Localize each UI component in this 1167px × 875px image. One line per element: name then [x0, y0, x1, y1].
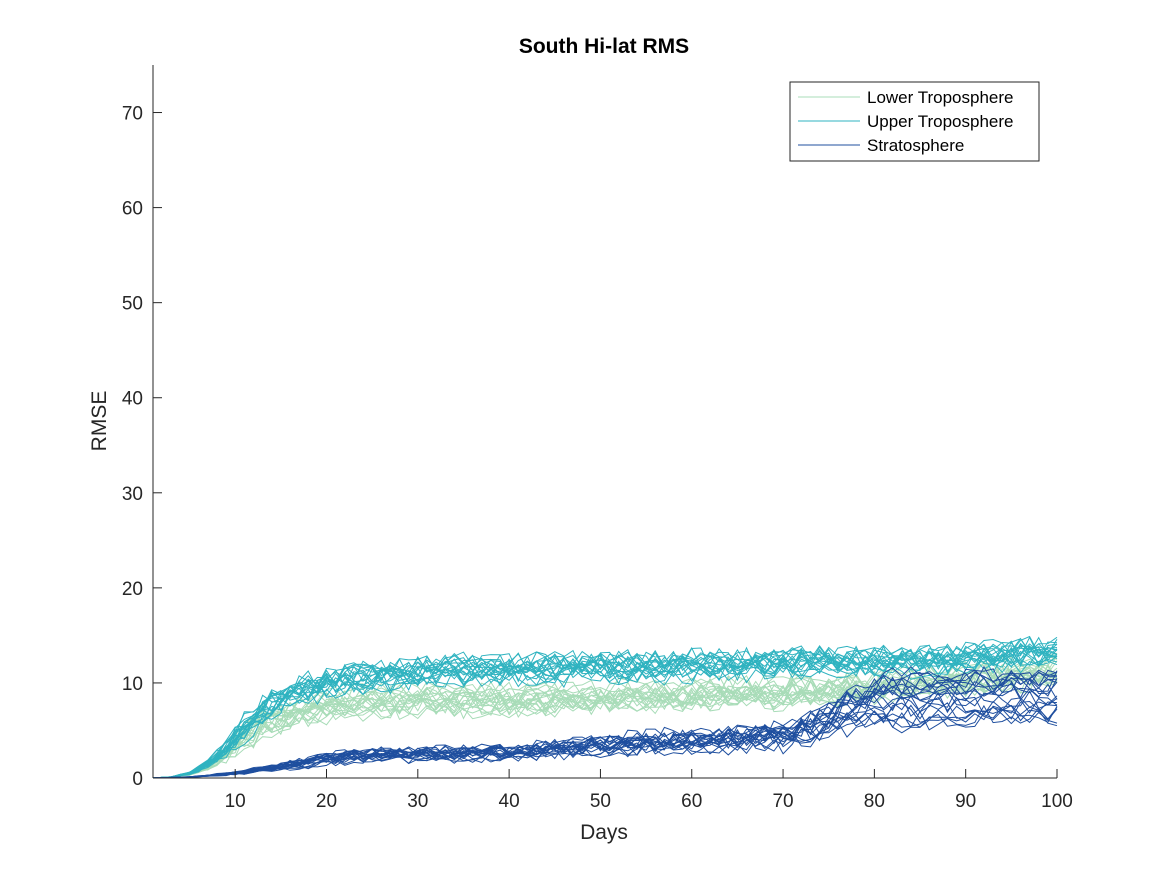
axes: 10 20 30 40 50 60 70 80 90 100 0 10 20 30 40 50 60 70 [122, 65, 1073, 812]
series-line [152, 671, 1058, 779]
chart-title: South Hi-lat RMS [519, 35, 689, 58]
series-line [152, 691, 1058, 779]
series-group-1 [152, 635, 1058, 779]
y-tick-label: 50 [122, 294, 143, 315]
series-line [152, 644, 1058, 779]
series-line [152, 668, 1058, 779]
series-line [152, 669, 1058, 779]
y-tick-label: 40 [122, 389, 143, 410]
x-axis-label: Days [580, 821, 628, 844]
x-tick-label: 90 [955, 791, 976, 812]
series-line [152, 660, 1058, 779]
y-tick-label: 60 [122, 199, 143, 220]
legend: Lower Troposphere Upper Troposphere Strato… [789, 81, 1040, 162]
x-tick-label: 20 [316, 791, 337, 812]
legend-label: Stratosphere [867, 136, 964, 155]
series-group-2 [152, 665, 1058, 779]
legend-label: Upper Troposphere [867, 112, 1013, 131]
y-tick-label: 20 [122, 579, 143, 600]
y-tick-label: 30 [122, 484, 143, 505]
x-tick-label: 40 [499, 791, 520, 812]
x-tick-label: 80 [864, 791, 885, 812]
y-tick-label: 0 [132, 769, 143, 790]
legend-label: Lower Troposphere [867, 88, 1013, 107]
series-line [152, 641, 1058, 779]
x-tick-label: 10 [225, 791, 246, 812]
x-tick-label: 60 [681, 791, 702, 812]
x-tick-label: 30 [407, 791, 428, 812]
plot-area [152, 635, 1058, 779]
y-axis-label: RMSE [88, 391, 111, 452]
series-line [152, 695, 1058, 779]
series-line [152, 687, 1058, 779]
y-tick-label: 10 [122, 674, 143, 695]
x-tick-label: 70 [772, 791, 793, 812]
series-line [152, 645, 1058, 779]
y-tick-label: 70 [122, 104, 143, 125]
series-line [152, 655, 1058, 779]
x-tick-label: 50 [590, 791, 611, 812]
series-line [152, 667, 1058, 779]
series-group-0 [152, 652, 1058, 779]
series-line [152, 645, 1058, 779]
x-tick-label: 100 [1041, 791, 1073, 812]
series-line [152, 636, 1058, 779]
